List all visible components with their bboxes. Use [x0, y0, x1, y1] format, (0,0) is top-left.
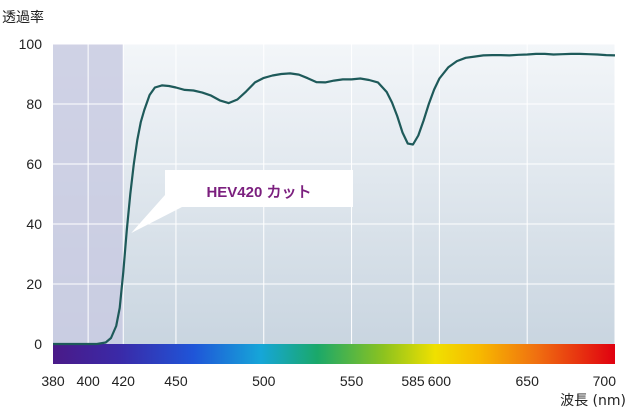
annotation-callout: HEV420 カット	[131, 170, 353, 233]
y-tick-label: 60	[26, 156, 42, 172]
x-axis-title: 波長 (nm)	[560, 393, 626, 409]
x-tick-label: 550	[340, 373, 364, 389]
callout-box	[131, 170, 353, 233]
y-tick-label: 0	[34, 336, 42, 352]
y-tick-label: 20	[26, 276, 42, 292]
y-axis-title: 透過率	[2, 9, 44, 26]
x-tick-label: 450	[164, 373, 188, 389]
x-tick-label: 585	[401, 373, 425, 389]
y-axis-ticks: 0 20 40 60 80 100	[19, 36, 43, 352]
x-axis-ticks: 380 400 420 450 500 550 585 600 650 700	[41, 373, 616, 389]
x-tick-label: 420	[112, 373, 136, 389]
x-tick-label: 380	[41, 373, 65, 389]
spectrum-bar	[53, 344, 615, 364]
x-tick-label: 400	[76, 373, 100, 389]
x-tick-label: 600	[428, 373, 452, 389]
x-tick-label: 500	[252, 373, 276, 389]
annotation-text: HEV420 カット	[206, 184, 311, 201]
y-tick-label: 40	[26, 216, 42, 232]
x-tick-label: 650	[516, 373, 540, 389]
transmittance-line	[53, 52, 616, 346]
y-tick-label: 100	[19, 36, 43, 52]
y-tick-label: 80	[26, 96, 42, 112]
x-tick-label: 700	[593, 373, 617, 389]
